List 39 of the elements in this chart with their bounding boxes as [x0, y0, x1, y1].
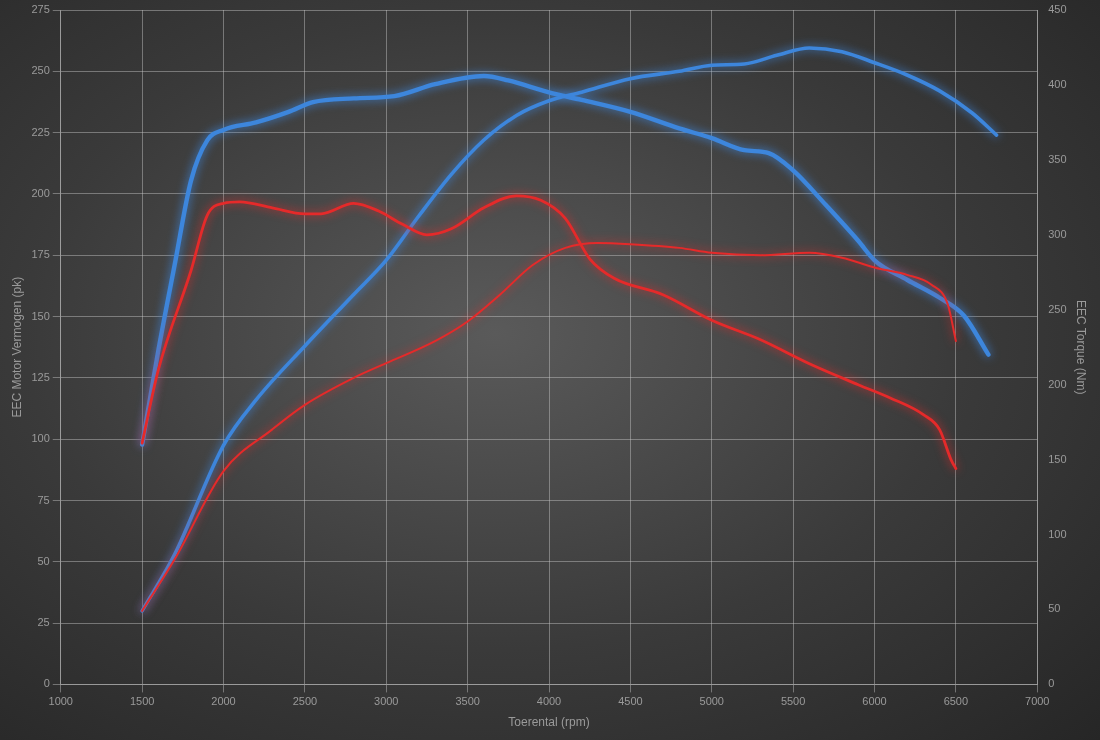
y-tick-label: 150 — [31, 309, 50, 322]
y-tick-label: 200 — [31, 186, 50, 199]
y-axis-title: EEC Motor Vermogen (pk) — [9, 276, 24, 418]
x-tick-label: 6000 — [862, 695, 887, 708]
x-tick-label: 4500 — [618, 695, 643, 708]
line-series — [140, 46, 999, 613]
y-tick-label: 125 — [31, 370, 50, 383]
y-tick-label: 25 — [37, 616, 50, 629]
y-tick-label: 275 — [31, 3, 50, 16]
y-tick-label: 0 — [43, 677, 50, 690]
x-tick-label: 7000 — [1025, 695, 1050, 708]
x-tick-label: 2000 — [211, 695, 236, 708]
y2-axis-title: EEC Torque (Nm) — [1074, 299, 1089, 395]
y2-tick-label: 150 — [1048, 452, 1067, 465]
x-tick-label: 3000 — [374, 695, 399, 708]
y2-tick-label: 350 — [1048, 152, 1067, 165]
x-tick-label: 4000 — [536, 695, 562, 708]
x-tick-label: 1000 — [48, 695, 73, 708]
x-tick-label: 6500 — [943, 695, 969, 708]
x-tick-label: 5500 — [780, 695, 806, 708]
x-tick-label: 3500 — [455, 695, 480, 708]
y-tick-label: 75 — [37, 493, 50, 506]
x-axis-title: Toerental (rpm) — [508, 715, 590, 730]
y-tick-label: 250 — [31, 64, 50, 77]
y2-tick-label: 0 — [1048, 677, 1055, 690]
x-tick-label: 1500 — [129, 695, 155, 708]
y2-tick-label: 400 — [1048, 77, 1067, 90]
y-tick-label: 50 — [37, 554, 50, 567]
y2-tick-label: 250 — [1048, 302, 1067, 315]
y2-tick-label: 50 — [1048, 602, 1061, 615]
y-tick-label: 175 — [31, 248, 50, 261]
y2-tick-label: 200 — [1048, 377, 1067, 390]
y2-tick-label: 450 — [1048, 3, 1067, 16]
y-tick-label: 225 — [31, 125, 50, 138]
y2-tick-label: 100 — [1048, 527, 1067, 540]
y-tick-label: 100 — [31, 432, 50, 445]
x-tick-label: 2500 — [292, 695, 318, 708]
x-tick-label: 5000 — [699, 695, 724, 708]
y2-tick-label: 300 — [1048, 227, 1067, 240]
